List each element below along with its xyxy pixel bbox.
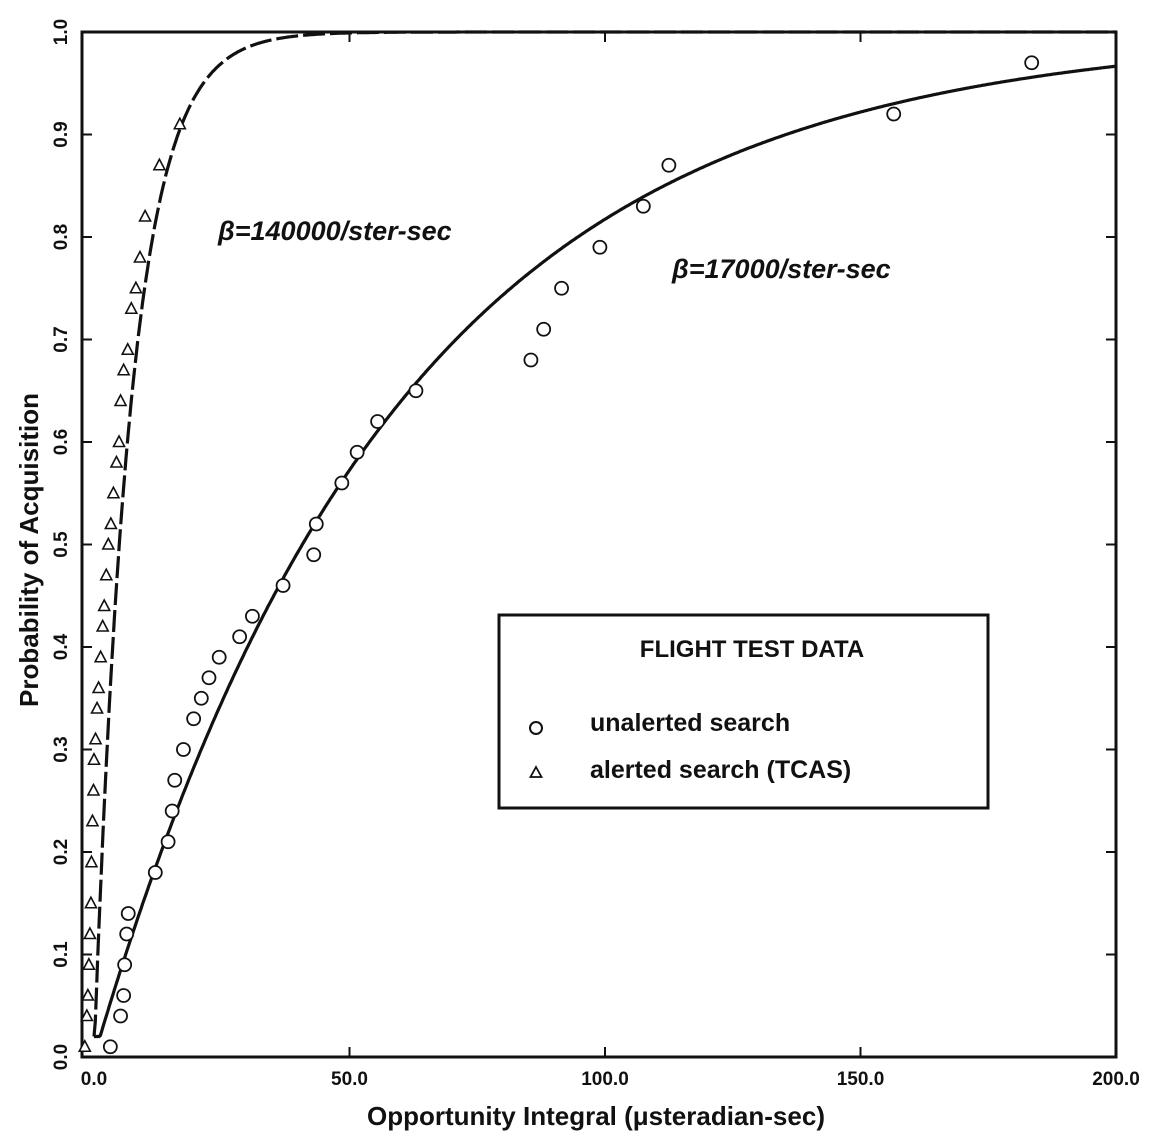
fit-curve-alerted: [92, 30, 1116, 1037]
y-tick-label: 0.4: [51, 633, 72, 660]
alerted-point: [133, 249, 147, 263]
alerted-point: [106, 485, 121, 499]
alerted-point: [120, 342, 135, 356]
x-tick-label: 50.0: [331, 1069, 368, 1090]
unalerted-point: [167, 772, 183, 788]
alerted-point: [152, 157, 167, 171]
alerted-point: [84, 854, 99, 868]
legend-title: FLIGHT TEST DATA: [640, 636, 864, 663]
y-tick-label: 0.7: [51, 326, 72, 352]
unalerted-point: [232, 629, 248, 645]
alerted-point: [99, 567, 114, 581]
unalerted-point: [201, 670, 217, 686]
y-tick-label: 0.1: [51, 941, 72, 968]
unalerted-point: [193, 690, 209, 706]
alerted-point: [84, 895, 98, 909]
alerted-point: [85, 813, 100, 827]
alerted-point: [82, 957, 96, 971]
alerted-point: [87, 752, 101, 766]
unalerted-point: [334, 475, 350, 491]
unalerted-point: [554, 280, 569, 296]
unalerted-point: [102, 1039, 118, 1055]
beta-low-annotation: β=17000/ster-sec: [671, 254, 891, 284]
alerted-point: [90, 700, 104, 714]
alerted-point: [101, 536, 116, 550]
plot-frame: [80, 30, 1118, 1059]
x-tick-label: 0.0: [81, 1069, 107, 1090]
alerted-point: [113, 393, 128, 407]
unalerted-point: [176, 742, 191, 757]
unalerted-point: [160, 834, 176, 850]
unalerted-point: [408, 383, 424, 399]
y-tick-label: 0.6: [51, 429, 72, 455]
alerted-point: [129, 280, 143, 294]
unalerted-point: [592, 239, 608, 255]
y-tick-label: 1.0: [51, 19, 72, 45]
unalerted-point: [186, 711, 202, 727]
axes-border: [80, 30, 1118, 1059]
unalerted-point: [1024, 55, 1040, 71]
alerted-point: [173, 116, 187, 130]
unalerted-point: [211, 649, 227, 665]
legend-triangle-marker: [528, 765, 544, 778]
x-tick-label: 150.0: [837, 1069, 885, 1090]
alerted-point: [91, 680, 106, 694]
y-tick-label: 0.5: [51, 531, 72, 558]
unalerted-point: [120, 906, 136, 921]
unalerted-point: [523, 352, 539, 368]
unalerted-point: [886, 106, 902, 122]
unalerted-point: [164, 803, 180, 819]
alerted-point: [138, 208, 152, 222]
beta-high-annotation: β=140000/ster-sec: [217, 216, 452, 246]
unalerted-point: [117, 957, 133, 973]
alerted-point: [83, 926, 97, 940]
alerted-point: [116, 362, 131, 376]
alerted-point: [124, 301, 139, 315]
legend-label-unalerted: unalerted search: [590, 709, 790, 737]
alerted-point: [88, 731, 103, 745]
unalerted-point: [661, 157, 677, 173]
alerted-point: [77, 1039, 92, 1053]
unalerted-point: [113, 1008, 128, 1024]
alerted-point: [112, 434, 126, 448]
unalerted-point: [116, 988, 132, 1003]
unalerted-point: [245, 608, 260, 624]
legend: FLIGHT TEST DATA unalerted search alerte…: [497, 613, 990, 810]
y-axis-title: Probability of Acquisition: [14, 393, 44, 707]
y-tick-label: 0.9: [51, 121, 72, 147]
unalerted-point: [147, 865, 163, 880]
x-tick-label: 200.0: [1092, 1069, 1140, 1090]
legend-box: [497, 613, 990, 810]
unalerted-point: [308, 516, 324, 532]
unalerted-point: [306, 547, 322, 563]
x-tick-label: 100.0: [581, 1069, 629, 1090]
fitted-curves: [92, 30, 1117, 1039]
alerted-point: [97, 598, 112, 612]
data-markers: [77, 55, 1040, 1055]
unalerted-point: [349, 444, 365, 460]
alerted-point: [95, 618, 110, 632]
legend-label-alerted: alerted search (TCAS): [590, 756, 851, 784]
alerted-point: [109, 454, 124, 468]
legend-circle-marker: [529, 721, 543, 735]
alerted-point: [81, 987, 95, 1001]
unalerted-point: [119, 926, 135, 942]
unalerted-point: [275, 578, 291, 593]
alerted-point: [93, 649, 108, 663]
alerted-point: [80, 1008, 94, 1022]
alerted-point: [104, 516, 118, 530]
unalerted-point: [536, 321, 552, 337]
alerted-point: [86, 782, 101, 796]
axis-ticks: 0.0 50.0 100.0 150.0 200.0 0.0 0.1 0.2 0.3 0.4 0.5…: [51, 19, 1140, 1090]
y-tick-label: 0.3: [51, 736, 72, 762]
y-tick-label: 0.2: [51, 839, 72, 865]
y-tick-label: 0.8: [51, 224, 72, 250]
x-axis-title: Opportunity Integral (μsteradian-sec): [367, 1101, 825, 1131]
y-tick-label: 0.0: [51, 1044, 72, 1070]
unalerted-point: [635, 198, 651, 214]
unalerted-point: [370, 414, 386, 429]
fit-curve-unalerted: [94, 64, 1117, 1039]
